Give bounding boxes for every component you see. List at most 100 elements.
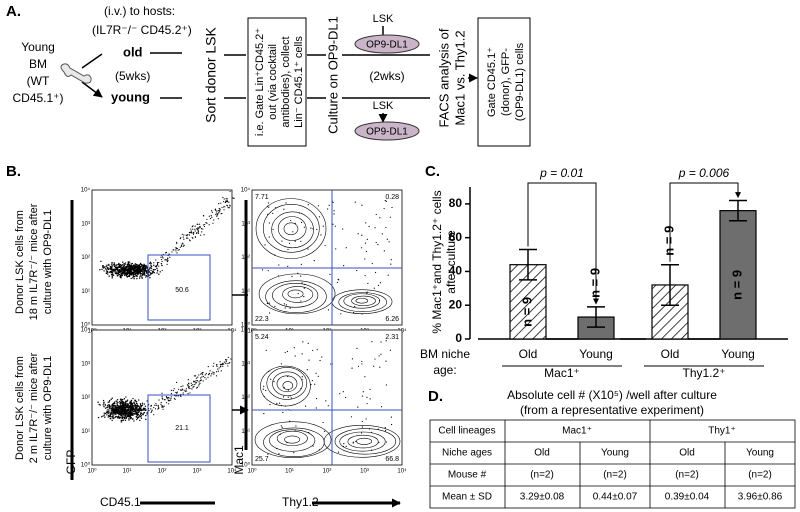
event-dot — [308, 432, 310, 434]
event-dot — [137, 405, 139, 407]
event-dot — [105, 272, 107, 275]
event-dot — [110, 398, 112, 401]
event-dot — [215, 213, 217, 216]
event-dot — [125, 273, 127, 275]
event-dot — [192, 231, 195, 233]
event-dot — [143, 271, 145, 273]
event-dot — [316, 349, 318, 351]
event-dot — [161, 256, 164, 258]
event-dot — [127, 269, 129, 271]
event-dot — [124, 417, 126, 419]
event-dot — [126, 399, 129, 401]
group-label: Thy1.2⁺ — [682, 366, 725, 380]
event-dot — [156, 267, 158, 270]
event-dot — [317, 205, 320, 207]
event-dot — [166, 263, 168, 266]
event-dot — [208, 224, 210, 226]
event-dot — [130, 416, 132, 419]
event-dot — [272, 212, 274, 214]
event-dot — [223, 209, 225, 211]
event-dot — [308, 359, 310, 361]
event-dot — [131, 264, 133, 267]
event-dot — [377, 284, 380, 287]
event-dot — [116, 274, 119, 276]
event-dot — [107, 273, 109, 275]
panel-label: A. — [6, 3, 21, 20]
event-dot — [187, 392, 189, 395]
table-cell: Cell lineages — [438, 426, 495, 437]
event-dot — [216, 371, 218, 373]
event-dot — [193, 385, 195, 388]
contour — [255, 198, 327, 259]
event-dot — [99, 404, 101, 406]
event-dot — [194, 228, 196, 230]
event-dot — [140, 415, 143, 417]
event-dot — [197, 227, 199, 229]
event-dot — [139, 407, 142, 410]
contour — [269, 429, 316, 452]
event-dot — [132, 407, 134, 410]
event-dot — [108, 264, 110, 267]
event-dot — [213, 362, 215, 364]
event-dot — [194, 382, 196, 384]
event-dot — [303, 287, 305, 289]
label: CD45.1⁺) — [12, 91, 63, 105]
event-dot — [188, 387, 190, 389]
event-dot — [130, 266, 132, 268]
event-dot — [300, 221, 303, 224]
event-dot — [287, 265, 289, 267]
event-dot — [185, 388, 187, 390]
event-dot — [223, 198, 225, 200]
quadrant-value: 2.31 — [385, 334, 399, 341]
event-dot — [130, 272, 133, 274]
event-dot — [104, 412, 107, 415]
event-dot — [216, 364, 218, 366]
event-dot — [115, 415, 117, 418]
event-dot — [266, 205, 269, 207]
event-dot — [162, 408, 164, 410]
event-dot — [345, 247, 347, 249]
event-dot — [139, 409, 141, 412]
event-dot — [150, 405, 152, 407]
gate-value: 21.1 — [175, 425, 189, 432]
event-dot — [216, 210, 218, 212]
event-dot — [284, 307, 286, 309]
event-dot — [97, 401, 99, 403]
event-dot — [364, 242, 367, 244]
event-dot — [134, 263, 136, 265]
event-dot — [130, 408, 133, 410]
event-dot — [161, 269, 163, 272]
event-dot — [117, 404, 119, 407]
event-dot — [210, 375, 212, 377]
event-dot — [110, 409, 113, 412]
event-dot — [192, 386, 194, 388]
event-dot — [182, 243, 184, 245]
event-dot — [374, 358, 376, 360]
event-dot — [226, 363, 228, 365]
event-dot — [169, 256, 171, 258]
event-dot — [181, 388, 183, 390]
tick-label: 10² — [241, 395, 250, 401]
event-dot — [156, 266, 158, 268]
event-dot — [229, 190, 231, 193]
event-dot — [119, 266, 121, 269]
event-dot — [102, 266, 104, 268]
event-dot — [97, 416, 100, 419]
event-dot — [118, 269, 120, 271]
event-dot — [135, 416, 138, 418]
event-dot — [212, 222, 214, 224]
event-dot — [116, 399, 119, 401]
event-dot — [364, 376, 366, 378]
event-dot — [318, 216, 321, 218]
event-dot — [132, 272, 135, 275]
event-dot — [225, 358, 227, 361]
event-dot — [126, 272, 128, 274]
event-dot — [144, 405, 147, 408]
contour — [265, 280, 327, 313]
event-dot — [111, 262, 113, 264]
label: Gate CD45.1⁺ — [486, 47, 498, 117]
event-dot — [138, 399, 140, 401]
event-dot — [274, 305, 276, 307]
event-dot — [379, 366, 381, 368]
event-dot — [194, 375, 197, 377]
